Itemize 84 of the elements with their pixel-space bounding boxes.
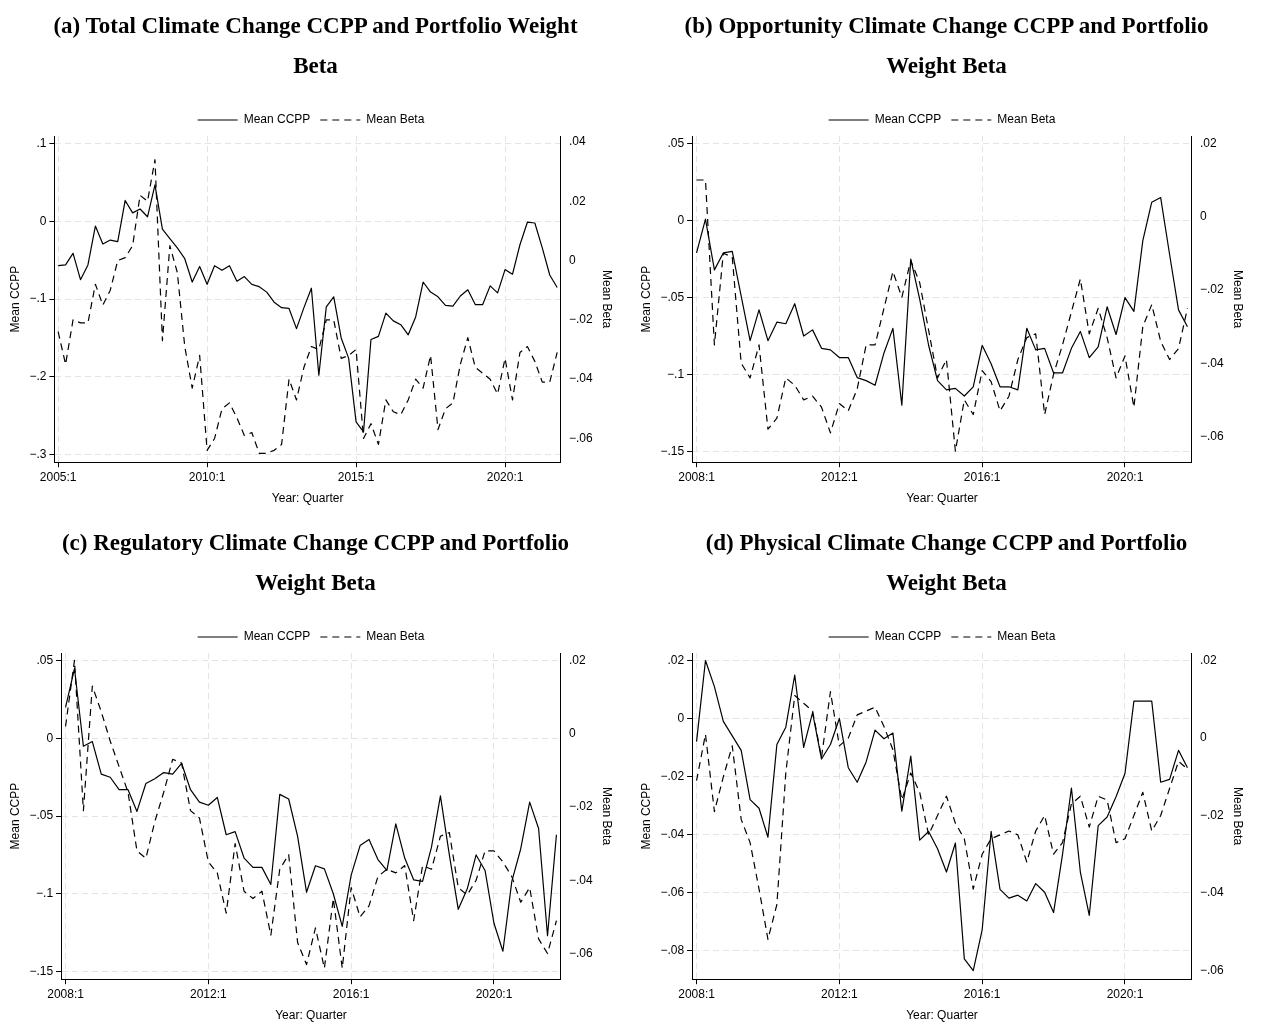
- y-tick-label: 0: [46, 730, 54, 745]
- legend-label: Mean Beta: [366, 112, 425, 127]
- legend-label: Mean CCPP: [243, 629, 311, 644]
- y2-tick-label: 0: [1199, 208, 1207, 223]
- y2-tick-label: .02: [1199, 653, 1217, 668]
- legend-label: Mean Beta: [366, 629, 425, 644]
- y-tick-label: −.05: [660, 289, 685, 304]
- x-tick-label: 2005:1: [39, 469, 77, 484]
- y-tick-label: 0: [677, 710, 685, 725]
- y-tick-label: −.05: [29, 808, 54, 823]
- y-tick-label: −.15: [660, 443, 685, 458]
- x-axis-title: Year: Quarter: [275, 1008, 347, 1023]
- chart-title: (b) Opportunity Climate Change CCPP and Portfolio Weight Beta: [683, 12, 1210, 80]
- x-axis-title: Year: Quarter: [906, 491, 978, 506]
- legend-label: Mean CCPP: [874, 629, 942, 644]
- y-tick-label: −.02: [660, 768, 685, 783]
- y2-axis-title: Mean Beta: [600, 787, 615, 846]
- y-axis-title: Mean CCPP: [7, 265, 22, 333]
- x-tick-label: 2010:1: [188, 469, 226, 484]
- legend-label: Mean CCPP: [874, 112, 942, 127]
- y2-tick-label: .02: [568, 193, 586, 208]
- x-axis-title: Year: Quarter: [906, 1008, 978, 1023]
- y2-axis-title: Mean Beta: [1231, 270, 1246, 329]
- line-series: [57, 159, 558, 454]
- x-tick-label: 2020:1: [475, 986, 513, 1001]
- y-tick-label: .1: [36, 136, 47, 151]
- y2-tick-label: −.04: [568, 872, 593, 887]
- y2-tick-label: −.06: [1199, 428, 1224, 443]
- y-axis-title: Mean CCPP: [638, 782, 653, 850]
- y2-tick-label: −.06: [1199, 962, 1224, 977]
- chart-title: (d) Physical Climate Change CCPP and Portfolio Weight Beta: [704, 529, 1189, 597]
- y-tick-label: .02: [667, 652, 685, 667]
- x-tick-label: 2012:1: [821, 469, 859, 484]
- y2-tick-label: −.02: [568, 312, 593, 327]
- legend-label: Mean Beta: [997, 629, 1056, 644]
- y2-tick-label: 0: [1199, 730, 1207, 745]
- y-tick-label: −.15: [29, 963, 54, 978]
- y2-tick-label: −.04: [1199, 355, 1224, 370]
- y-tick-label: −.06: [660, 884, 685, 899]
- y-tick-label: −.3: [29, 446, 47, 461]
- y-tick-label: −.2: [29, 369, 47, 384]
- chart-title: (a) Total Climate Change CCPP and Portfolio Weight Beta: [52, 12, 579, 80]
- y-tick-label: −.08: [660, 942, 685, 957]
- line-series: [695, 179, 1189, 452]
- y-tick-label: −.04: [660, 826, 685, 841]
- y-tick-label: 0: [677, 212, 685, 227]
- y2-tick-label: −.06: [568, 430, 593, 445]
- x-tick-label: 2012:1: [821, 986, 859, 1001]
- y2-tick-label: −.04: [1199, 885, 1224, 900]
- x-tick-label: 2008:1: [47, 986, 85, 1001]
- x-tick-label: 2020:1: [1106, 469, 1144, 484]
- x-tick-label: 2016:1: [332, 986, 370, 1001]
- y-tick-label: −.1: [36, 886, 54, 901]
- legend-label: Mean CCPP: [243, 112, 311, 127]
- y2-tick-label: −.02: [568, 799, 593, 814]
- y2-tick-label: −.02: [1199, 282, 1224, 297]
- y-tick-label: −.1: [29, 291, 47, 306]
- x-tick-label: 2016:1: [963, 986, 1001, 1001]
- x-tick-label: 2020:1: [486, 469, 524, 484]
- x-tick-label: 2012:1: [190, 986, 228, 1001]
- x-tick-label: 2020:1: [1106, 986, 1144, 1001]
- y2-axis-title: Mean Beta: [600, 270, 615, 329]
- y-axis-title: Mean CCPP: [7, 782, 22, 850]
- legend-label: Mean Beta: [997, 112, 1056, 127]
- x-tick-label: 2008:1: [678, 469, 716, 484]
- y2-axis-title: Mean Beta: [1231, 787, 1246, 846]
- y-tick-label: .05: [36, 653, 54, 668]
- y2-tick-label: .02: [1199, 135, 1217, 150]
- y2-tick-label: −.02: [1199, 807, 1224, 822]
- y2-tick-label: .04: [568, 134, 586, 149]
- x-tick-label: 2016:1: [963, 469, 1001, 484]
- x-axis-title: Year: Quarter: [271, 491, 344, 506]
- y2-tick-label: .02: [568, 652, 586, 667]
- chart-title: (c) Regulatory Climate Change CCPP and Portfolio Weight Beta: [60, 529, 571, 597]
- y-tick-label: 0: [39, 213, 47, 228]
- y2-tick-label: −.06: [568, 945, 593, 960]
- y-tick-label: −.1: [667, 366, 685, 381]
- y2-tick-label: 0: [568, 252, 576, 267]
- y-axis-title: Mean CCPP: [638, 265, 653, 333]
- y2-tick-label: −.04: [568, 371, 593, 386]
- y-tick-label: .05: [667, 136, 685, 151]
- y2-tick-label: 0: [568, 725, 576, 740]
- x-tick-label: 2008:1: [678, 986, 716, 1001]
- x-tick-label: 2015:1: [337, 469, 375, 484]
